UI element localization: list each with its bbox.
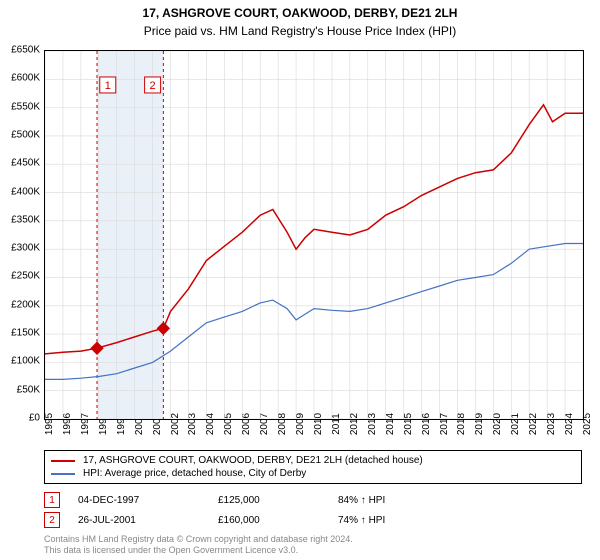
legend-swatch bbox=[51, 473, 75, 475]
y-tick-label: £550K bbox=[11, 101, 40, 112]
legend-item-hpi: HPI: Average price, detached house, City… bbox=[51, 467, 575, 480]
annotation-price: £125,000 bbox=[218, 495, 338, 506]
annotation-price: £160,000 bbox=[218, 515, 338, 526]
y-tick-label: £350K bbox=[11, 214, 40, 225]
y-tick-label: £150K bbox=[11, 328, 40, 339]
plot-region: 12 bbox=[44, 50, 584, 420]
y-tick-label: £450K bbox=[11, 158, 40, 169]
y-tick-label: £400K bbox=[11, 186, 40, 197]
legend: 17, ASHGROVE COURT, OAKWOOD, DERBY, DE21… bbox=[44, 450, 582, 484]
y-tick-label: £200K bbox=[11, 299, 40, 310]
footer-line: This data is licensed under the Open Gov… bbox=[44, 545, 353, 556]
y-tick-label: £600K bbox=[11, 73, 40, 84]
svg-text:2: 2 bbox=[150, 80, 156, 92]
y-tick-label: £250K bbox=[11, 271, 40, 282]
annotation-marker: 1 bbox=[44, 492, 60, 508]
annotation-row: 1 04-DEC-1997 £125,000 84% ↑ HPI bbox=[44, 492, 584, 508]
y-tick-label: £650K bbox=[11, 45, 40, 56]
svg-text:1: 1 bbox=[105, 80, 111, 92]
annotation-pct: 74% ↑ HPI bbox=[338, 515, 438, 526]
y-tick-label: £50K bbox=[17, 384, 40, 395]
annotation-row: 2 26-JUL-2001 £160,000 74% ↑ HPI bbox=[44, 512, 584, 528]
plot-svg: 12 bbox=[45, 51, 583, 419]
y-tick-label: £0 bbox=[29, 413, 40, 424]
annotation-date: 04-DEC-1997 bbox=[78, 495, 218, 506]
annotation-marker: 2 bbox=[44, 512, 60, 528]
chart-subtitle: Price paid vs. HM Land Registry's House … bbox=[0, 22, 600, 38]
annotation-pct: 84% ↑ HPI bbox=[338, 495, 438, 506]
legend-label: HPI: Average price, detached house, City… bbox=[83, 468, 306, 479]
chart-container: 17, ASHGROVE COURT, OAKWOOD, DERBY, DE21… bbox=[0, 0, 600, 560]
y-tick-label: £300K bbox=[11, 243, 40, 254]
footer: Contains HM Land Registry data © Crown c… bbox=[44, 534, 353, 556]
legend-swatch bbox=[51, 460, 75, 462]
y-tick-label: £500K bbox=[11, 129, 40, 140]
y-tick-label: £100K bbox=[11, 356, 40, 367]
footer-line: Contains HM Land Registry data © Crown c… bbox=[44, 534, 353, 545]
legend-item-property: 17, ASHGROVE COURT, OAKWOOD, DERBY, DE21… bbox=[51, 454, 575, 467]
legend-label: 17, ASHGROVE COURT, OAKWOOD, DERBY, DE21… bbox=[83, 455, 423, 466]
chart-area: £0£50K£100K£150K£200K£250K£300K£350K£400… bbox=[44, 50, 584, 420]
chart-title: 17, ASHGROVE COURT, OAKWOOD, DERBY, DE21… bbox=[0, 0, 600, 22]
annotation-date: 26-JUL-2001 bbox=[78, 515, 218, 526]
